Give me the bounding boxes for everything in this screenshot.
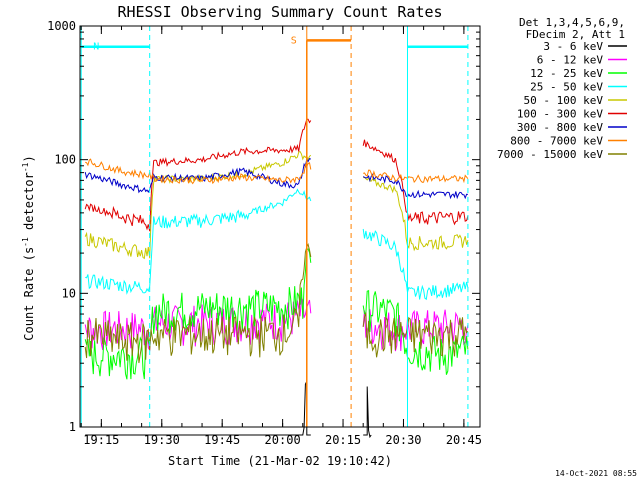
plot-frame bbox=[79, 25, 481, 428]
series-line-1 bbox=[85, 381, 372, 439]
legend-label-5: 50 - 100 keV bbox=[524, 94, 604, 107]
series-line-6 bbox=[84, 118, 469, 232]
legend-header-line-2: FDecim 2, Att 1 bbox=[526, 28, 625, 41]
y-tick-label-1: 1 bbox=[69, 420, 76, 434]
timestamp: 14-Oct-2021 08:55 bbox=[555, 469, 637, 478]
svg-text:Count Rate (s-1 detector-1): Count Rate (s-1 detector-1) bbox=[21, 155, 36, 340]
series-line-5 bbox=[84, 150, 469, 260]
x-tick-label-6: 20:30 bbox=[385, 433, 421, 447]
chart-title: RHESSI Observing Summary Count Rates bbox=[117, 3, 442, 21]
flag-label-1: N bbox=[93, 42, 99, 53]
x-tick-label-4: 20:00 bbox=[265, 433, 301, 447]
series-line-7 bbox=[84, 157, 468, 200]
legend-label-3: 12 - 25 keV bbox=[530, 67, 603, 80]
x-tick-label-5: 20:15 bbox=[325, 433, 361, 447]
flag-label-2: S bbox=[291, 35, 297, 46]
legend-label-2: 6 - 12 keV bbox=[537, 54, 604, 67]
y-tick-label-4: 1000 bbox=[47, 19, 76, 33]
y-tick-label-3: 100 bbox=[54, 153, 76, 167]
legend: Det 1,3,4,5,6,9, FDecim 2, Att 1 3 - 6 k… bbox=[497, 16, 627, 161]
x-tick-label-7: 20:45 bbox=[446, 433, 482, 447]
x-axis-label: Start Time (21-Mar-02 19:10:42) bbox=[168, 454, 392, 468]
legend-label-1: 3 - 6 keV bbox=[543, 40, 603, 53]
x-tick-label-3: 19:45 bbox=[204, 433, 240, 447]
series-line-9 bbox=[84, 242, 469, 364]
x-tick-label-1: 19:15 bbox=[83, 433, 119, 447]
legend-label-6: 100 - 300 keV bbox=[517, 108, 603, 121]
legend-label-4: 25 - 50 keV bbox=[530, 81, 603, 94]
legend-label-9: 7000 - 15000 keV bbox=[497, 148, 603, 161]
y-tick-label-2: 10 bbox=[62, 286, 76, 300]
series-line-8 bbox=[85, 158, 469, 185]
series-line-4 bbox=[85, 188, 469, 301]
legend-label-7: 300 - 800 keV bbox=[517, 121, 603, 134]
x-tick-label-2: 19:30 bbox=[144, 433, 180, 447]
series-line-3 bbox=[84, 248, 469, 380]
axes-layer: 1 10 100 1000 19:15 19:30 19:45 20:00 20:15 20:30… bbox=[47, 19, 482, 447]
y-axis-label: Count Rate (s-1 detector-1) bbox=[21, 155, 36, 340]
legend-header-line-1: Det 1,3,4,5,6,9, bbox=[519, 16, 625, 29]
legend-label-8: 800 - 7000 keV bbox=[510, 135, 603, 148]
plot-layer: NS bbox=[80, 26, 469, 439]
